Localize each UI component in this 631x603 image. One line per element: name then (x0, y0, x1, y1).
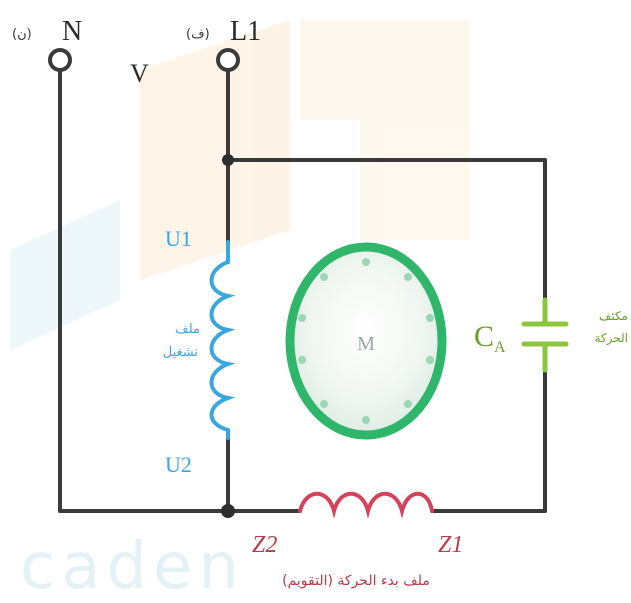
main-winding-coil (209, 240, 236, 440)
watermark-shapes (10, 20, 470, 350)
aux-winding-start-label: Z1 (438, 532, 463, 558)
line-terminal (216, 48, 240, 72)
aux-winding-end-label: Z2 (252, 532, 277, 558)
line-note: (ف) (186, 27, 210, 42)
supply-voltage-label: V (130, 59, 149, 88)
junction-top (222, 154, 234, 166)
main-winding-caption-1: ملف (175, 322, 200, 337)
capacitor-label: CA (474, 320, 506, 356)
capacitor-symbol (521, 297, 569, 373)
aux-winding-coil (298, 491, 434, 519)
neutral-label: N (62, 16, 82, 47)
junction-bottom (221, 504, 235, 518)
capacitor-caption-2: الحركة (594, 331, 628, 346)
capacitor-label-subscript: A (494, 339, 506, 356)
neutral-note: (ن) (12, 27, 32, 42)
wires (58, 70, 547, 513)
main-winding-start-label: U1 (165, 226, 192, 251)
main-winding-caption-2: تشغيل (163, 345, 199, 360)
capacitor-caption-1: مكثف (599, 309, 628, 323)
rotor-label: M (357, 333, 375, 355)
neutral-terminal (48, 48, 72, 72)
watermark-text: caden (20, 530, 245, 603)
main-winding-end-label: U2 (165, 452, 192, 477)
line-label: L1 (230, 16, 261, 47)
rotor (285, 242, 447, 440)
aux-winding-caption: ملف بدء الحركة (التقويم) (282, 573, 430, 589)
